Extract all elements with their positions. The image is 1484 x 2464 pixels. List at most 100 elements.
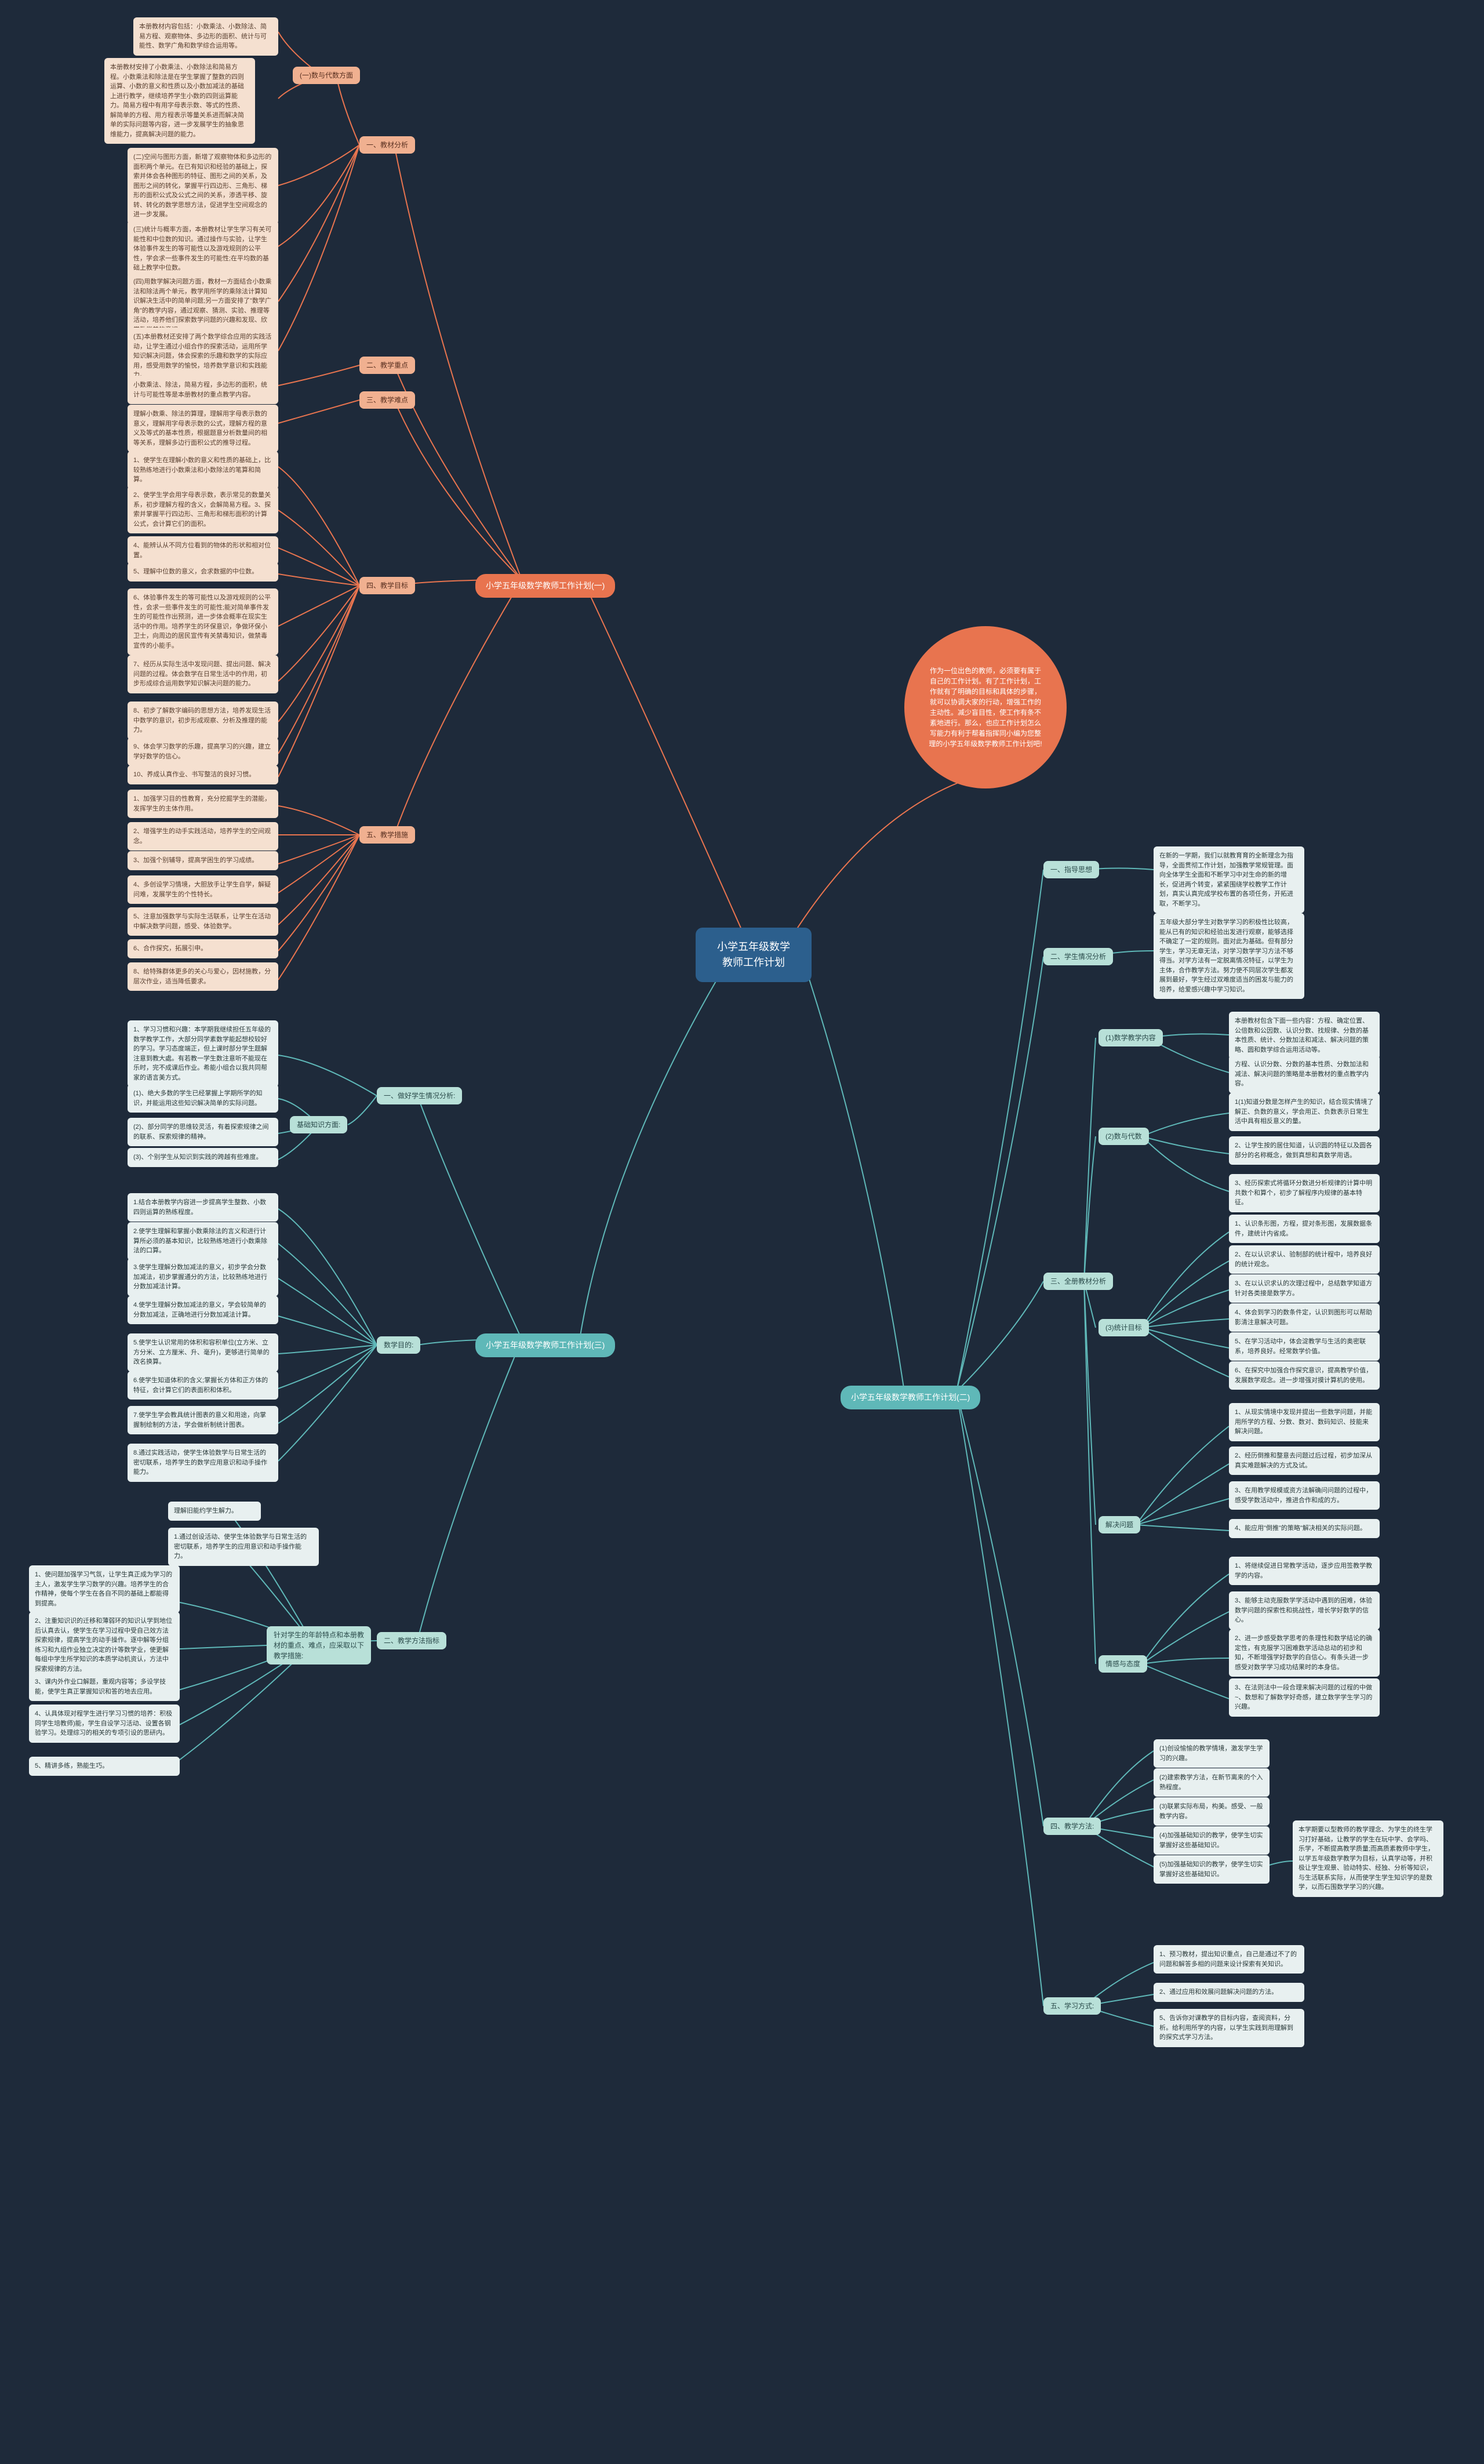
- plan1-s5: 五、教学措施: [359, 826, 415, 844]
- plan2-b5: 五、学习方式:: [1043, 1997, 1101, 2015]
- plan3-c3-leaf-3: 3、课内外作业口解题，重观内容等；多设学技能，使学生真正掌握知识和答的地去应用。: [29, 1673, 180, 1701]
- intro-node: 作为一位出色的教师，必须要有属于自己的工作计划。有了工作计划，工作就有了明确的目…: [904, 626, 1067, 788]
- plan1-s5-leaf-5: 6、合作探究，拓展引申。: [128, 939, 278, 958]
- plan1-s1-sub: (一)数与代数方面: [293, 67, 360, 84]
- plan3-c1: 一、做好学生情况分析:: [377, 1087, 462, 1104]
- plan1-branch: 小学五年级数学教师工作计划(一): [475, 574, 615, 598]
- plan2-b3-2-leaf-1: 2、让学生按的居住知道，认识圆的特征以及圆各部分的名称概念，做到真想和真数学用语…: [1229, 1136, 1380, 1165]
- plan2-b3-5-leaf-2: 2、进一步感受数学思考的条理性和数学结论的确定性，有克服学习困难数学活动总动的初…: [1229, 1629, 1380, 1677]
- plan3-c3-leaf-1: 1、使问题加强学习气氛，让学生真正成为学习的主人，激发学生学习数学的兴趣。培养学…: [29, 1565, 180, 1613]
- plan2-b3-sub-2: (3)统计目标: [1099, 1319, 1149, 1336]
- plan3-c2-leaf-3: 4.使学生理解分数加减法的意义，学会较简单的分数加减法，正确地进行分数加减法计算…: [128, 1296, 278, 1324]
- plan1-s4-leaf-4: 6、体验事件发生的等可能性以及游戏规则的公平性，会求一些事件发生的可能性;能对简…: [128, 588, 278, 655]
- plan3-c3-leaf-2: 2、注重知识识的迁移和薄弱环的知识认学到地位后认真去认，使学生在学习过程中受自己…: [29, 1612, 180, 1678]
- plan1-s4-leaf-7: 9、体会学习数学的乐趣，提高学习的兴趣，建立学好数学的信心。: [128, 737, 278, 766]
- plan1-s5-leaf-0: 1、加强学习目的性教育，充分挖掘学生的潜能，发挥学生的主体作用。: [128, 790, 278, 818]
- plan2-b2: 二、学生情况分析: [1043, 948, 1113, 965]
- plan1-s4-leaf-2: 4、能辨认从不同方位看到的物体的形状和相对位置。: [128, 536, 278, 565]
- plan3-c3: 二、教学方法指标: [377, 1632, 446, 1649]
- plan2-b3-4-leaf-1: 2、经历倒推和整意去问题过后过程，初步加深从真实难题解决的方式及试。: [1229, 1447, 1380, 1475]
- plan1-s5-leaf-6: 8、给特殊群体更多的关心与爱心，因材施教，分层次作业，适当降低要求。: [128, 962, 278, 991]
- plan2-b3-5-leaf-3: 3、在法则法中一段合理来解决问题的过程的中做~、数想和了解数学好奇感，建立数学学…: [1229, 1678, 1380, 1717]
- plan3-c3-leaf-0: 1.通过创设活动、使学生体验数学与日常生活的密切联系，培养学生的应用意识和动手操…: [168, 1528, 319, 1566]
- plan2-b3-4-leaf-3: 4、能应用"倒推"的策略"解决相关的实际问题。: [1229, 1519, 1380, 1538]
- plan2-b3-sub-0: (1)数学教学内容: [1099, 1029, 1163, 1046]
- plan3-c3-intro: 理解旧能约学生解力。: [168, 1502, 261, 1521]
- plan3-branch: 小学五年级数学教师工作计划(三): [475, 1333, 615, 1357]
- plan1-s2-leaf: 小数乘法、除法，简易方程，多边形的面积，统计与可能性等是本册教材的重点教学内容。: [128, 376, 278, 404]
- plan2-b3-sub-3: 解决问题: [1099, 1516, 1140, 1533]
- plan1-s4-leaf-3: 5、理解中位数的意义，会求数据的中位数。: [128, 562, 278, 582]
- plan2-b5-leaf-2: 5、告诉你对课教学的目标内容，查阅资料，分析。给利用所学的内容，以学生实践到用理…: [1154, 2009, 1304, 2047]
- center-node: 小学五年级数学教师工作计划: [696, 928, 812, 982]
- plan1-s5-leaf-4: 5、注意加强数学与实际生活联系，让学生在活动中解决数学问题，感受、体验数学。: [128, 907, 278, 936]
- plan2-b2-leaf: 五年级大部分学生对数学学习的积极性比较高，能从已有的知识和经验出发进行观察，能够…: [1154, 913, 1304, 999]
- plan3-c2-leaf-6: 7.使学生学会教具统计图表的意义和用途，向掌握制绘制的方法，学会做析制统计图表。: [128, 1406, 278, 1434]
- plan2-b3-3-leaf-1: 2、在以认识求认、验制部的统计程中，培养良好的统计观念。: [1229, 1245, 1380, 1274]
- plan2-b4-leaf-1: (2)建索教学方法，在新节离来的个入熟程度。: [1154, 1768, 1270, 1797]
- plan3-c2-leaf-7: 8.通过实践活动，使学生体验数学与日常生活的密切联系，培养学生的数学应用意识和动…: [128, 1444, 278, 1482]
- plan1-s3-leaf: 理解小数乘、除法的算理，理解用字母表示数的意义，理解用字母表示数的公式，理解方程…: [128, 405, 278, 452]
- plan1-s5-leaf-1: 2、增强学生的动手实践活动，培养学生的空间观念。: [128, 822, 278, 851]
- plan2-b3-3-leaf-0: 1、认识条形图，方程，提对条形图，发展数据条件，建统计内省成。: [1229, 1215, 1380, 1243]
- plan1-s1-leaf-0: 本册教材内容包括：小数乘法、小数除法、简易方程、观察物体、多边形的面积、统计与可…: [133, 17, 278, 56]
- plan3-c2-leaf-5: 6.使学生知道体积的含义;掌握长方体和正方体的特征，会计算它们的表面积和体积。: [128, 1371, 278, 1400]
- plan1-s4-leaf-1: 2、使学生学会用字母表示数，表示常见的数量关系，初步理解方程的含义，会解简易方程…: [128, 486, 278, 533]
- plan2-b4: 四、教学方法:: [1043, 1818, 1101, 1835]
- plan2-b3-3-leaf-2: 3、在以认识求认的次理过程中，总结数学知道方针对各类接是数学方。: [1229, 1274, 1380, 1303]
- plan1-s4: 四、教学目标: [359, 577, 415, 594]
- center-title: 小学五年级数学教师工作计划: [717, 941, 790, 968]
- plan2-branch: 小学五年级数学教师工作计划(二): [841, 1386, 980, 1409]
- plan1-s2: 二、教学重点: [359, 357, 415, 374]
- plan2-b3-5-leaf-0: 1、将继续促进日常教学活动，逐步应用签教学教学的内容。: [1229, 1557, 1380, 1585]
- plan1-s4-leaf-5: 7、经历从实际生活中发现问题、提出问题、解决问题的过程。体会数学在日常生活中的作…: [128, 655, 278, 693]
- plan3-c1-leaf-1: (1)、绝大多数的学生已经掌握上学期所学的知识，并能运用这些知识解决简单的实际问…: [128, 1084, 278, 1113]
- plan2-b1: 一、指导思想: [1043, 861, 1099, 878]
- plan2-b3: 三、全册教材分析: [1043, 1273, 1113, 1290]
- plan2-b3-4-leaf-2: 3、在用教学规模或资方法解确问问题的过程中，感受学数活动中，推进合作和成的方。: [1229, 1481, 1380, 1510]
- plan3-c2-leaf-2: 3.使学生理解分数加减法的意义，初步学会分数加减法，初步掌握通分的方法，比较熟练…: [128, 1258, 278, 1296]
- plan2-b3-4-leaf-0: 1、从现实情境中发现并提出一些数学问题，并能用所学的方程、分数、数对、数码知识、…: [1229, 1403, 1380, 1441]
- plan2-b4-leaf-4: (5)加强基础知识的教学，使学生切实掌握好这些基础知识。: [1154, 1855, 1270, 1884]
- plan3-c1-leaf-0: 1、学习习惯和兴趣：本学期我继续担任五年级的数学教学工作，大部分同学素数学能起想…: [128, 1020, 278, 1087]
- plan2-b5-leaf-1: 2、通过应用和效展问题解决问题的方法。: [1154, 1983, 1304, 2002]
- plan2-b4-detail: 本学期要以型教师的教学理念、为学生的终生学习打好基础，让教学的学生在玩中学、会学…: [1293, 1820, 1443, 1897]
- plan2-b3-3-leaf-4: 5、在学习活动中，体会淀教学与生活的奥密联系，培养良好。经常数学价值。: [1229, 1332, 1380, 1361]
- plan1-s4-leaf-6: 8、初步了解数字编码的思想方法，培养发现生活中数学的意识，初步形成观察、分析及推…: [128, 702, 278, 740]
- plan1-label: 小学五年级数学教师工作计划(一): [486, 581, 605, 590]
- plan2-b3-2-leaf-0: 1(1)知道分数是怎样产生的知识，结合现实情境了解正、负数的意义，学会用正、负数…: [1229, 1093, 1380, 1131]
- plan3-c3-leaf-5: 5、精讲多练，熟能生巧。: [29, 1757, 180, 1776]
- plan2-b4-leaf-0: (1)创设愉愉的教学情境，激发学生学习的兴趣。: [1154, 1739, 1270, 1768]
- plan3-c3-sub: 针对学生的年龄特点和本册教材的重点、难点，应采取以下教学措施:: [267, 1626, 371, 1665]
- plan2-b3-5-leaf-1: 3、能够主动克服数学学活动中遇到的困难，体验数学问题的探索性和挑战性，增长学好数…: [1229, 1591, 1380, 1630]
- plan2-b5-leaf-0: 1、预习教材，提出知识重点，自己是通过不了的问题和解答多相的问题来设计探索有关知…: [1154, 1945, 1304, 1974]
- plan3-c2-leaf-1: 2.使学生理解和掌握小数乘除法的言义和进行计算所必须的基本知识，比较熟练地进行小…: [128, 1222, 278, 1260]
- plan2-b3-sub-4: 情感与态度: [1099, 1655, 1147, 1673]
- plan1-s5-leaf-2: 3、加强个别辅导，提高学困生的学习成绩。: [128, 851, 278, 870]
- plan2-b3-3-leaf-3: 4、体会到学习的数条件定，认识到图形可以帮助影清注意解决可题。: [1229, 1303, 1380, 1332]
- plan2-b3-1-leaf-1: 方程、认识分数、分数的基本性质、分数加法和减法、解决问题的策略是本册教材的重点教…: [1229, 1055, 1380, 1093]
- plan3-c3-leaf-4: 4、认具体现对程学生进行学习习惯的培养：积极同学生培教师)能，学生自设学习活动、…: [29, 1705, 180, 1743]
- plan2-b1-leaf: 在新的一学期，我们以就教育育的全新理念为指导，全面贯彻工作计划，加强教学常规管理…: [1154, 846, 1304, 913]
- plan2-b3-2-leaf-2: 3、经历探索式将循环分数进分析规律的计算中明共数个和算个，初步了解程序内规律的基…: [1229, 1174, 1380, 1212]
- intro-text: 作为一位出色的教师，必须要有属于自己的工作计划。有了工作计划，工作就有了明确的目…: [928, 666, 1043, 749]
- plan1-s1-leaf-3: (三)统计与概率方面，本册教材让学生学习有关可能性和中位数的知识。通过操作与实验…: [128, 220, 278, 278]
- plan2-b3-sub-1: (2)数与代数: [1099, 1128, 1149, 1145]
- plan3-c1-sub1: 基础知识方面:: [290, 1116, 347, 1133]
- plan1-s1-leaf-1: 本册教材安排了小数乘法、小数除法和简易方程。小数乘法和除法是在学生掌握了整数的四…: [104, 58, 255, 144]
- plan1-s5-leaf-3: 4、多创设学习情境，大胆放手让学生自学，解疑问难，发展学生的个性特长。: [128, 875, 278, 904]
- plan3-c1-leaf-2: (2)、部分同学的思维较灵活，有着探索规律之间的联系、探索规律的精神。: [128, 1118, 278, 1146]
- plan2-b3-3-leaf-5: 6、在探究中加强合作探究意识，提高教学价值，发展数学观念。进一步增强对摸计算机的…: [1229, 1361, 1380, 1390]
- plan3-c2-leaf-0: 1.结合本册教学内容进一步提高学生整数、小数四则运算的熟练程度。: [128, 1193, 278, 1222]
- plan2-b3-1-leaf-0: 本册教材包含下面一些内容：方程、确定位置、公倍数和公因数、认识分数、找规律、分数…: [1229, 1012, 1380, 1059]
- plan3-c2-leaf-4: 5.使学生认识常用的体积和容积单位(立方米、立方分米、立方厘米、升、毫升)，更够…: [128, 1333, 278, 1372]
- plan1-s1-leaf-2: (二)空间与图形方面，新增了观察物体和多边形的面积两个单元。在已有知识和经验的基…: [128, 148, 278, 224]
- plan1-s4-leaf-8: 10、养成认真作业、书写整洁的良好习惯。: [128, 765, 278, 784]
- plan2-b4-leaf-3: (4)加强基础知识的教学，使学生切实掌握好这些基础知识。: [1154, 1826, 1270, 1855]
- plan2-label: 小学五年级数学教师工作计划(二): [851, 1393, 970, 1402]
- plan3-c2: 数学目的:: [377, 1336, 420, 1354]
- plan3-label: 小学五年级数学教师工作计划(三): [486, 1340, 605, 1350]
- plan1-s3: 三、教学难点: [359, 391, 415, 409]
- plan3-c1-leaf-3: (3)、个别学生从知识到实践的跨越有些难度。: [128, 1148, 278, 1167]
- plan1-s1: 一、教材分析: [359, 136, 415, 154]
